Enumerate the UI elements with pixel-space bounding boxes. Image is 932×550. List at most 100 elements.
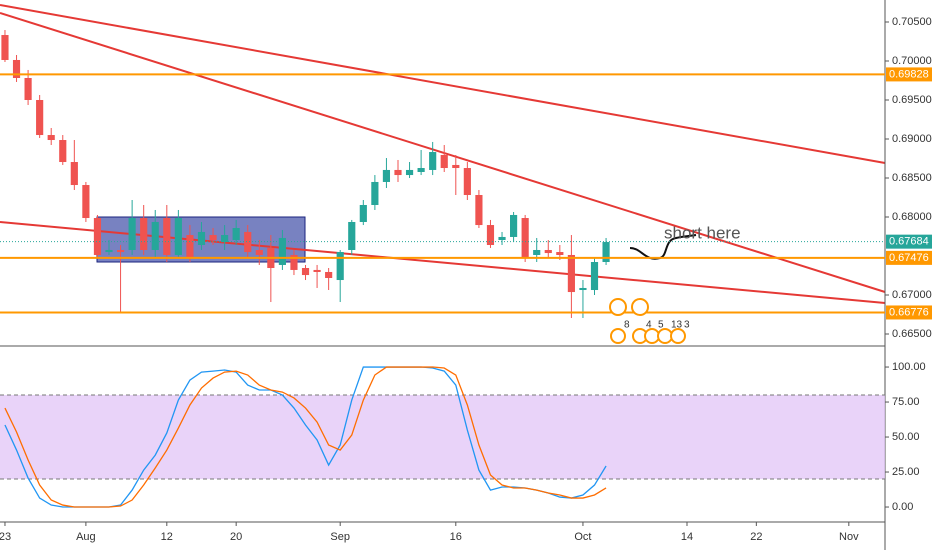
x-tick-label: 12 bbox=[161, 531, 173, 543]
level-label-bg bbox=[886, 250, 932, 265]
event-count: 3 bbox=[684, 320, 690, 331]
x-tick-label: Aug bbox=[76, 531, 96, 543]
event-icon bbox=[644, 328, 660, 344]
candle-body bbox=[140, 218, 148, 250]
x-tick-label: Sep bbox=[330, 531, 350, 543]
y-tick-label: 100.00 bbox=[892, 361, 926, 373]
trend-line bbox=[0, 4, 886, 164]
candle-body bbox=[510, 214, 518, 237]
candle-body bbox=[93, 218, 102, 255]
y-tick-label: 0.69500 bbox=[892, 94, 932, 106]
y-tick-label: 25.00 bbox=[892, 466, 920, 478]
y-tick-label: 0.68500 bbox=[892, 172, 932, 184]
event-icon bbox=[610, 328, 626, 344]
event-count: 13 bbox=[671, 320, 683, 331]
event-icon bbox=[631, 298, 649, 316]
candle-body bbox=[498, 236, 506, 241]
event-icon bbox=[670, 328, 686, 344]
stoch-band bbox=[0, 395, 885, 480]
candle-body bbox=[463, 168, 471, 196]
x-tick-label: 20 bbox=[230, 531, 242, 543]
candle-body bbox=[128, 218, 136, 250]
candle-body bbox=[116, 249, 125, 253]
candle-body bbox=[405, 169, 414, 176]
y-tick-label: 0.69000 bbox=[892, 133, 932, 145]
candle-body bbox=[1, 35, 9, 60]
trend-line bbox=[0, 221, 886, 304]
event-count: 4 bbox=[646, 320, 652, 331]
level-label-bg bbox=[886, 67, 932, 82]
annotation: short here bbox=[664, 223, 741, 242]
candle-body bbox=[590, 262, 599, 291]
level-label: 0.67476 bbox=[889, 252, 929, 264]
candle-body bbox=[359, 204, 367, 222]
candle-body bbox=[70, 162, 78, 186]
x-tick-label: 14 bbox=[681, 531, 693, 543]
y-tick-label: 75.00 bbox=[892, 396, 920, 408]
candle-body bbox=[278, 237, 286, 265]
last-price-bg bbox=[886, 234, 932, 249]
level-label-bg bbox=[886, 305, 932, 320]
y-tick-label: 0.70000 bbox=[892, 55, 932, 67]
candle-body bbox=[151, 221, 159, 250]
stoch-line bbox=[4, 366, 607, 508]
candle-body bbox=[579, 287, 587, 291]
candle-body bbox=[244, 231, 252, 253]
candle-body bbox=[59, 140, 67, 163]
x-tick-label: Oct bbox=[574, 531, 591, 543]
event-icon bbox=[609, 298, 627, 316]
candle-body bbox=[313, 269, 321, 272]
candle-body bbox=[521, 218, 529, 259]
candle-body bbox=[105, 249, 113, 253]
x-tick-label: 23 bbox=[0, 531, 11, 543]
event-icon bbox=[657, 328, 673, 344]
candle-body bbox=[209, 235, 217, 241]
candle-body bbox=[36, 99, 44, 136]
candle-body bbox=[567, 254, 575, 293]
candle-body bbox=[429, 152, 437, 170]
candle-body bbox=[394, 169, 402, 176]
x-tick-label: 16 bbox=[450, 531, 462, 543]
event-count: 8 bbox=[624, 320, 630, 331]
level-label: 0.66776 bbox=[889, 306, 929, 318]
y-tick-label: 0.66500 bbox=[892, 328, 932, 340]
candle-body bbox=[301, 268, 310, 276]
x-tick-label: Nov bbox=[839, 531, 859, 543]
y-tick-label: 0.68000 bbox=[892, 211, 932, 223]
candle-body bbox=[82, 185, 90, 219]
x-tick-label: 22 bbox=[750, 531, 762, 543]
candle-body bbox=[382, 169, 391, 182]
y-tick-label: 50.00 bbox=[892, 431, 920, 443]
candle-body bbox=[12, 59, 21, 79]
candle-body bbox=[232, 227, 240, 241]
y-tick-label: 0.00 bbox=[892, 501, 913, 513]
candle-body bbox=[174, 218, 182, 255]
candle-body bbox=[197, 231, 206, 246]
squiggle bbox=[629, 234, 697, 260]
candle-body bbox=[452, 164, 460, 169]
candle-body bbox=[290, 254, 298, 270]
candle-body bbox=[417, 168, 425, 172]
candle-body bbox=[440, 154, 448, 169]
candle-body bbox=[221, 235, 229, 243]
candle-body bbox=[371, 181, 379, 205]
candle-body bbox=[255, 249, 263, 255]
y-tick-label: 0.67000 bbox=[892, 289, 932, 301]
candle-body bbox=[544, 249, 552, 254]
trend-line bbox=[0, 12, 886, 293]
last-price-label: 0.67684 bbox=[889, 236, 929, 248]
candle-body bbox=[602, 242, 610, 263]
candle-body bbox=[348, 221, 356, 250]
event-count: 5 bbox=[658, 320, 664, 331]
candle-body bbox=[24, 78, 32, 100]
y-tick-label: 0.70500 bbox=[892, 16, 932, 28]
candle-body bbox=[336, 252, 344, 281]
candle-body bbox=[186, 235, 194, 259]
candle-body bbox=[47, 135, 55, 141]
candle-body bbox=[325, 271, 333, 278]
candle-body bbox=[556, 252, 564, 255]
candle-body bbox=[163, 218, 171, 255]
candle-body bbox=[533, 249, 541, 255]
candle-body bbox=[486, 225, 495, 246]
